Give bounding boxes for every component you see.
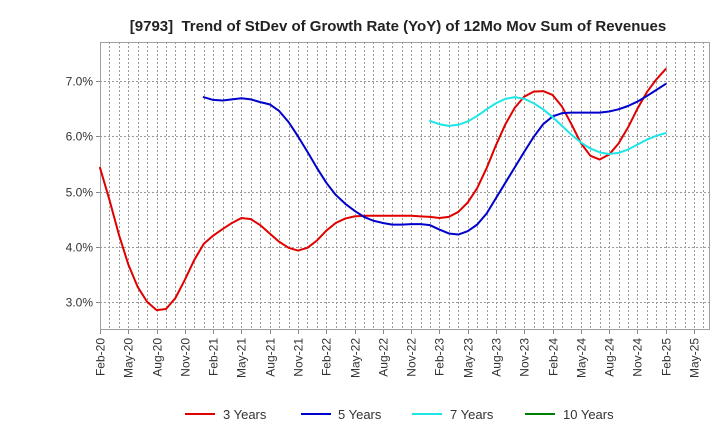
legend: 3 Years 5 Years 7 Years 10 Years bbox=[185, 407, 614, 422]
grid bbox=[100, 42, 710, 330]
y-tick-label: 5.0% bbox=[66, 186, 94, 200]
x-tick-label: Feb-23 bbox=[433, 338, 447, 376]
legend-label-3-years: 3 Years bbox=[223, 407, 267, 422]
legend-item-10-years: 10 Years bbox=[525, 407, 614, 422]
y-tick-label: 3.0% bbox=[66, 296, 94, 310]
y-tick-label: 6.0% bbox=[66, 130, 94, 144]
x-tick-label: Aug-24 bbox=[603, 338, 617, 377]
x-tick-label: Nov-20 bbox=[179, 338, 193, 377]
x-tick-label: Feb-24 bbox=[547, 338, 561, 376]
legend-label-7-years: 7 Years bbox=[450, 407, 494, 422]
x-tick-label: Nov-21 bbox=[292, 338, 306, 377]
x-tick-label: Nov-24 bbox=[631, 338, 645, 377]
x-tick-label: May-21 bbox=[235, 338, 249, 378]
x-tick-label: May-20 bbox=[122, 338, 136, 378]
x-tick-label: Aug-21 bbox=[264, 338, 278, 377]
x-tick-label: Aug-23 bbox=[490, 338, 504, 377]
x-tick-label: Feb-25 bbox=[660, 338, 674, 376]
x-tick-label: Feb-21 bbox=[207, 338, 221, 376]
x-tick-label: Nov-23 bbox=[518, 338, 532, 377]
series-line-5-years bbox=[202, 82, 667, 236]
x-tick-label: May-25 bbox=[688, 338, 702, 378]
y-tick-label: 7.0% bbox=[66, 75, 94, 89]
legend-item-7-years: 7 Years bbox=[412, 407, 494, 422]
x-tick-label: May-23 bbox=[462, 338, 476, 378]
legend-label-5-years: 5 Years bbox=[338, 407, 382, 422]
x-tick-label: May-24 bbox=[575, 338, 589, 378]
legend-label-10-years: 10 Years bbox=[563, 407, 614, 422]
x-tick-label: Nov-22 bbox=[405, 338, 419, 377]
x-tick-label: May-22 bbox=[349, 338, 363, 378]
y-tick-label: 4.0% bbox=[66, 241, 94, 255]
legend-item-3-years: 3 Years bbox=[185, 407, 267, 422]
axes: 3.0% 4.0% 5.0% 6.0% 7.0% Feb-20 May-20 Aug-20 No… bbox=[66, 75, 702, 379]
series-line-3-years bbox=[99, 68, 667, 312]
series-line-7-years bbox=[428, 96, 667, 155]
series-lines bbox=[99, 68, 667, 312]
x-tick-label: Aug-20 bbox=[151, 338, 165, 377]
x-tick-label: Feb-20 bbox=[94, 338, 108, 376]
legend-item-5-years: 5 Years bbox=[301, 407, 382, 422]
plot-frame bbox=[100, 42, 710, 330]
x-tick-label: Feb-22 bbox=[320, 338, 334, 376]
chart-title: [9793] Trend of StDev of Growth Rate (Yo… bbox=[130, 18, 666, 35]
x-tick-label: Aug-22 bbox=[377, 338, 391, 377]
